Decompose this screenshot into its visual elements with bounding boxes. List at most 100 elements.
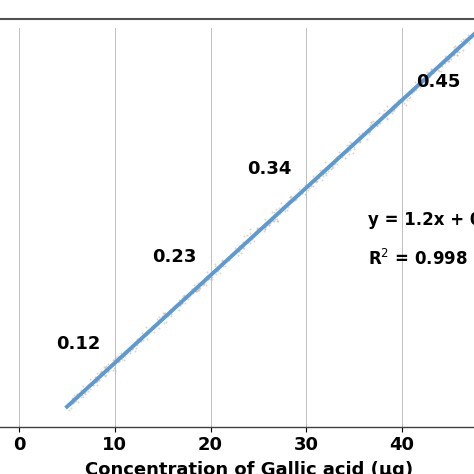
Point [90,381,97,389]
Point [69,399,77,407]
Point [176,299,184,307]
Point [388,109,396,117]
Point [450,43,458,51]
Point [441,59,448,67]
Point [454,44,461,52]
Point [461,38,469,46]
Point [149,324,156,331]
Point [283,206,291,214]
Point [114,358,122,365]
Point [86,382,94,389]
Point [325,167,332,174]
Point [102,371,110,379]
Point [97,368,104,376]
Point [285,197,292,205]
Point [329,164,337,171]
Point [82,386,89,394]
Point [308,182,315,190]
Point [436,67,443,75]
Point [109,356,117,364]
Point [91,379,99,386]
Point [133,341,140,348]
Point [460,38,467,46]
Point [308,176,316,184]
Point [100,368,107,376]
Point [284,203,292,211]
Point [282,207,289,215]
Point [328,164,336,172]
Point [389,105,396,113]
Point [375,117,383,124]
Point [153,320,160,328]
Point [424,73,431,81]
Point [341,148,349,155]
Point [369,123,377,130]
Point [270,217,277,224]
Point [292,195,300,202]
Point [172,303,180,311]
Point [453,47,461,55]
Point [438,62,445,70]
Point [164,312,171,320]
Point [388,103,396,110]
Point [124,350,131,357]
Point [204,275,212,283]
Point [288,197,295,205]
Point [214,266,221,273]
Point [453,51,461,58]
Point [420,77,428,85]
Point [189,285,196,293]
Point [195,287,203,294]
Point [273,215,281,223]
Point [367,118,374,126]
Point [312,177,319,185]
Point [75,390,83,398]
Point [93,381,100,389]
Point [221,262,229,269]
Point [441,55,449,63]
Point [421,76,428,83]
Point [309,173,317,180]
Point [188,288,195,295]
Point [78,388,86,396]
Point [354,136,361,143]
Point [346,138,354,146]
Point [69,395,77,402]
Point [456,42,463,49]
Point [81,389,88,396]
Point [235,247,243,255]
Point [80,382,87,390]
Point [295,191,303,199]
Point [265,221,273,228]
Point [271,215,278,222]
Point [375,119,383,127]
Point [214,264,221,272]
Point [128,346,136,353]
Point [69,394,77,402]
Point [239,244,246,251]
Point [203,268,211,275]
Point [122,350,130,357]
Point [281,202,288,210]
Point [398,95,405,102]
Point [265,216,273,223]
Point [446,55,453,63]
Point [250,232,257,240]
Point [368,121,375,128]
Point [71,392,78,399]
Point [104,367,111,375]
Point [427,65,435,73]
Point [115,352,122,360]
Point [455,43,462,50]
Point [119,352,127,360]
Point [328,160,336,167]
Point [231,249,238,256]
Point [105,360,112,368]
Point [219,257,226,265]
Point [394,100,401,107]
Point [229,249,237,257]
Point [94,370,101,377]
Point [102,362,110,370]
Point [80,393,87,401]
Point [355,134,363,141]
